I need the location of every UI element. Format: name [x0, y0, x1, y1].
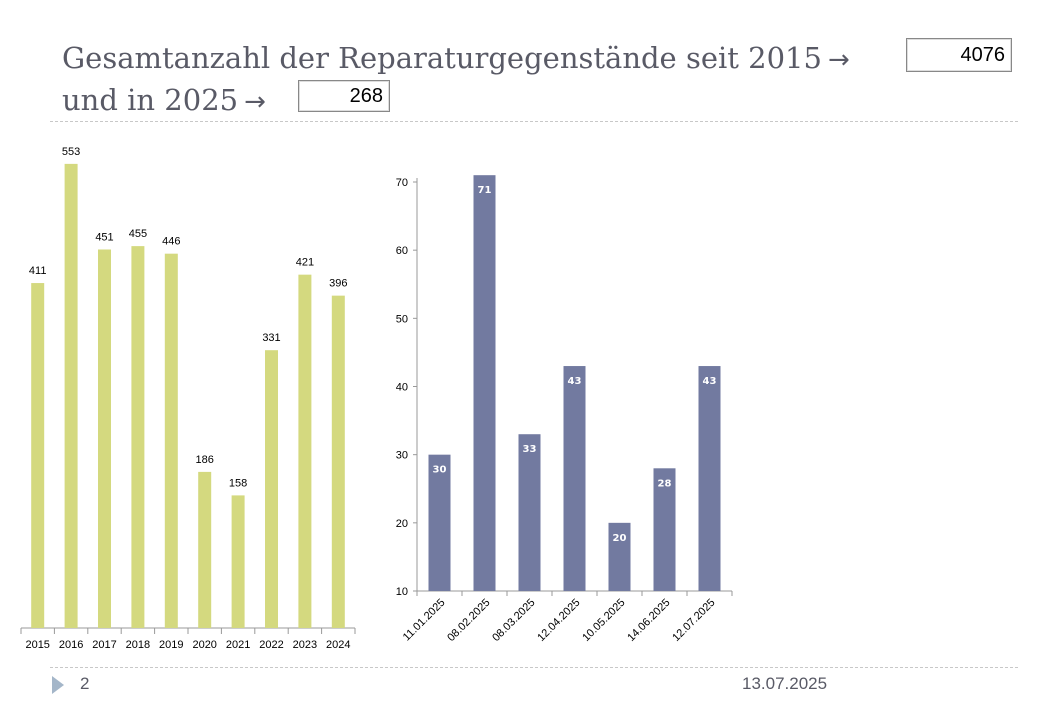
y-tick-label-70: 70	[396, 177, 408, 189]
data-label-14.06.2025: 28	[658, 478, 672, 489]
bar-08.03.2025	[518, 434, 541, 591]
bar-2021	[231, 495, 245, 628]
slide-title: Gesamtanzahl der Reparaturgegenstände se…	[62, 38, 1022, 122]
data-label-2018: 455	[129, 228, 147, 240]
x-tick-label-2024: 2024	[326, 639, 350, 651]
total-2025-box: 268	[298, 80, 390, 112]
x-tick-label-2022: 2022	[259, 639, 283, 651]
x-tick-label-10.05.2025: 10.05.2025	[580, 597, 627, 644]
title-line-1: Gesamtanzahl der Reparaturgegenstände se…	[62, 41, 822, 75]
x-tick-label-2018: 2018	[126, 639, 150, 651]
x-tick-label-08.02.2025: 08.02.2025	[445, 597, 492, 644]
bar-14.06.2025	[653, 468, 676, 591]
data-label-2020: 186	[196, 454, 214, 466]
data-label-10.05.2025: 20	[613, 533, 627, 544]
y-tick-label-30: 30	[396, 450, 408, 462]
data-label-12.07.2025: 43	[703, 376, 717, 387]
bar-11.01.2025	[428, 454, 451, 591]
y-tick-label-20: 20	[396, 518, 408, 530]
arrow-right-icon: →	[827, 45, 850, 75]
bar-2018	[131, 246, 145, 628]
bar-12.04.2025	[563, 366, 586, 591]
x-tick-label-2016: 2016	[59, 639, 83, 651]
bar-2016	[64, 163, 78, 628]
bar-2020	[198, 471, 212, 628]
bar-2024	[331, 295, 345, 628]
data-label-08.02.2025: 71	[478, 185, 492, 196]
arrow-right-icon: →	[244, 87, 266, 117]
page-number: 2	[80, 674, 90, 693]
data-label-2023: 421	[296, 257, 314, 269]
y-tick-label-40: 40	[396, 382, 408, 394]
divider-bottom	[50, 667, 1018, 668]
yearly-bar-chart: 411 2015 553 2016 451 2017 455 2018 446 2019 186 20…	[20, 146, 356, 651]
data-label-11.01.2025: 30	[433, 465, 447, 476]
slide-date: 13.07.2025	[742, 674, 828, 693]
data-label-08.03.2025: 33	[523, 444, 537, 455]
slide-marker-icon	[52, 676, 64, 694]
bar-10.05.2025	[608, 522, 631, 591]
data-label-2019: 446	[162, 236, 180, 248]
monthly-bar-chart: 10 20 30 40 50 60 70 30 11.01.2025 71 08.02.2025 33…	[396, 175, 733, 644]
data-label-2022: 331	[262, 332, 280, 344]
y-tick-label-10: 10	[396, 586, 408, 598]
x-tick-label-11.01.2025: 11.01.2025	[401, 597, 448, 644]
x-tick-label-12.04.2025: 12.04.2025	[535, 597, 582, 644]
bar-2015	[31, 283, 45, 628]
title-line-2: und in 2025	[62, 83, 239, 117]
bar-2022	[265, 350, 278, 628]
bar-2023	[298, 274, 312, 628]
data-label-2016: 553	[62, 146, 80, 158]
x-tick-label-2021: 2021	[226, 639, 250, 651]
data-label-12.04.2025: 43	[568, 376, 582, 387]
x-tick-label-2019: 2019	[159, 639, 183, 651]
y-tick-label-50: 50	[396, 313, 408, 325]
bar-08.02.2025	[473, 175, 496, 591]
x-tick-label-2023: 2023	[293, 639, 317, 651]
data-label-2021: 158	[229, 477, 247, 489]
x-tick-label-2015: 2015	[25, 639, 49, 651]
y-tick-label-60: 60	[396, 245, 408, 257]
total-since-2015-box: 4076	[906, 38, 1012, 72]
x-tick-label-08.03.2025: 08.03.2025	[490, 597, 537, 644]
x-tick-label-12.07.2025: 12.07.2025	[670, 597, 717, 644]
x-tick-label-2017: 2017	[92, 639, 116, 651]
x-tick-label-2020: 2020	[192, 639, 216, 651]
bar-12.07.2025	[698, 366, 721, 591]
divider-top	[50, 121, 1018, 122]
bar-2017	[98, 249, 111, 628]
bar-2019	[164, 253, 178, 628]
data-label-2024: 396	[329, 278, 347, 290]
data-label-2015: 411	[29, 265, 47, 277]
x-tick-label-14.06.2025: 14.06.2025	[625, 597, 672, 644]
data-label-2017: 451	[95, 231, 113, 243]
